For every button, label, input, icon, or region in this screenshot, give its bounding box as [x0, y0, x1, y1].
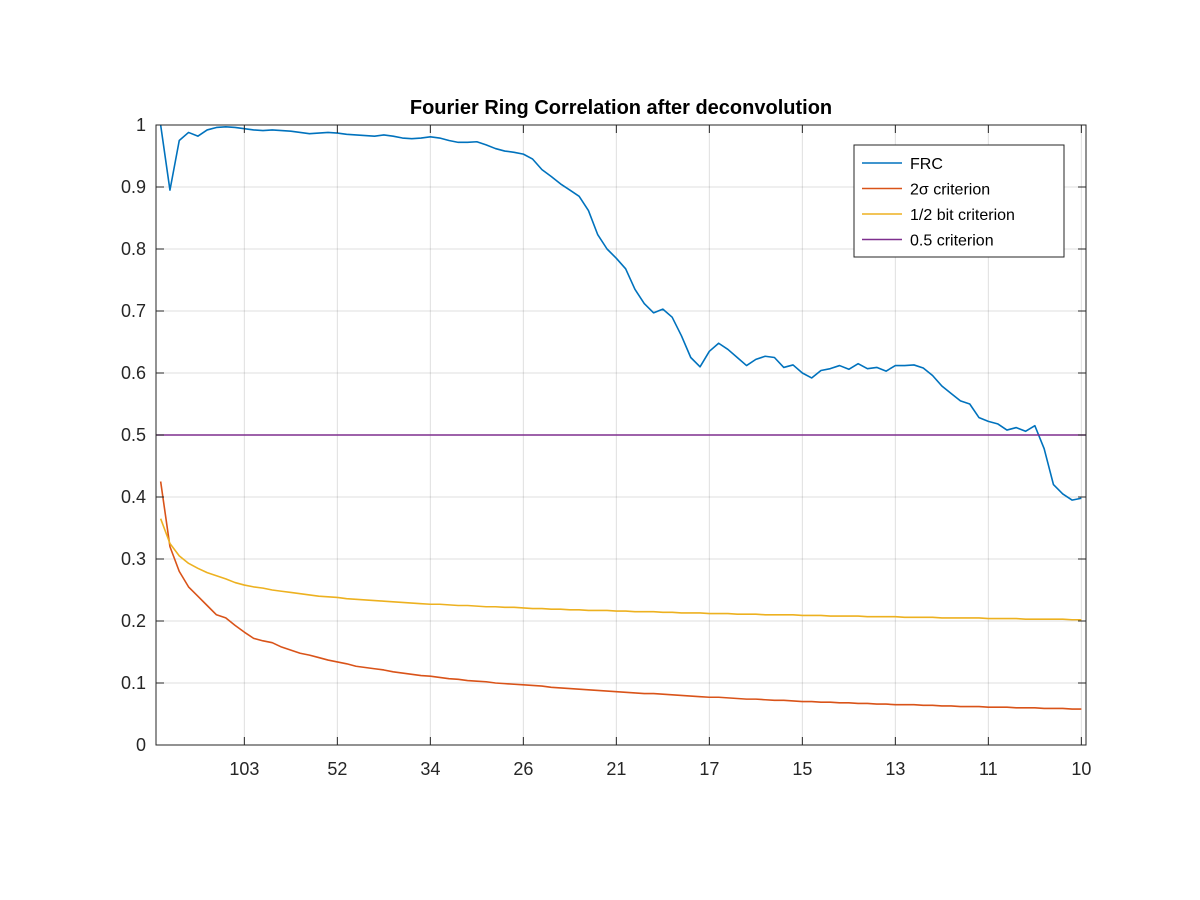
legend-label: 1/2 bit criterion [910, 207, 1015, 224]
x-tick-label: 103 [229, 759, 259, 779]
y-tick-label: 1 [136, 115, 146, 135]
x-tick-label: 11 [979, 759, 998, 779]
x-tick-label: 52 [327, 759, 347, 779]
x-tick-label: 26 [513, 759, 533, 779]
y-tick-label: 0.5 [121, 425, 146, 445]
tick-marks [156, 124, 1086, 746]
tick-labels: 0 0.1 0.2 0.3 0.4 0.5 0.6 0.7 0.8 0.9 1 103 52 34 26 21… [121, 115, 1091, 779]
y-tick-label: 0.2 [121, 611, 146, 631]
series-line-frc [159, 125, 1082, 501]
x-tick-label: 15 [792, 759, 812, 779]
y-tick-label: 0.6 [121, 363, 146, 383]
x-tick-label: 13 [885, 759, 905, 779]
legend-label: 0.5 criterion [910, 233, 994, 250]
x-tick-label: 34 [420, 759, 440, 779]
y-tick-label: 0 [136, 735, 146, 755]
chart-title: Fourier Ring Correlation after deconvolu… [410, 97, 832, 119]
x-tick-label: 10 [1071, 759, 1091, 779]
y-tick-label: 0.8 [121, 239, 146, 259]
x-tick-label: 17 [699, 759, 719, 779]
legend: FRC 2σ criterion 1/2 bit criterion 0.5 crit… [853, 144, 1065, 258]
y-tick-label: 0.1 [121, 673, 146, 693]
y-tick-label: 0.3 [121, 549, 146, 569]
y-tick-label: 0.9 [121, 177, 146, 197]
y-tick-label: 0.4 [121, 487, 146, 507]
x-tick-label: 21 [606, 759, 626, 779]
series-line-2-criterion [159, 481, 1082, 710]
legend-label: FRC [910, 156, 943, 173]
y-tick-label: 0.7 [121, 301, 146, 321]
series-layer [156, 125, 1086, 710]
legend-label: 2σ criterion [910, 182, 990, 199]
series-line-1-2-bit-criterion [159, 518, 1082, 621]
